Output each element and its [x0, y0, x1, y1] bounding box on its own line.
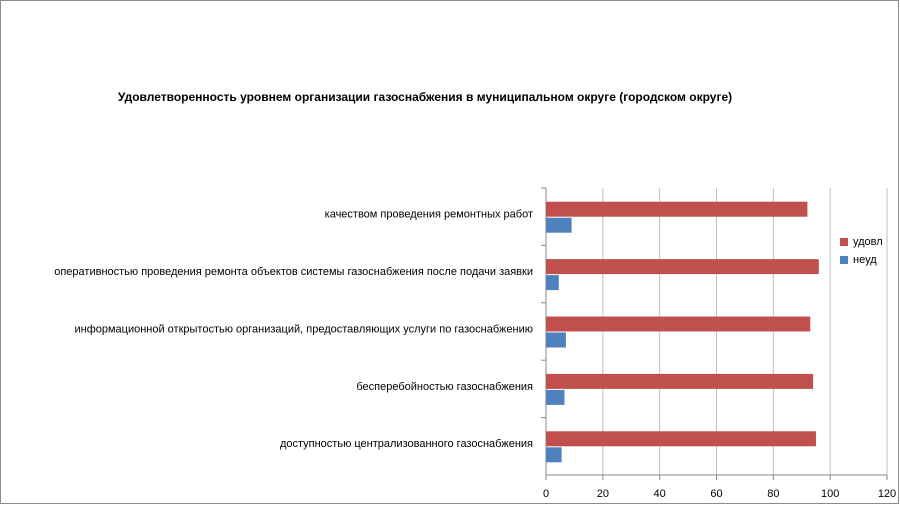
- x-tick-label: 40: [654, 488, 666, 500]
- bar: [546, 275, 559, 291]
- legend-label: удовл: [853, 236, 883, 248]
- bar: [546, 389, 565, 405]
- legend-swatch: [840, 256, 848, 264]
- y-tick-label: оперативностью проведения ремонта объект…: [54, 266, 533, 278]
- bar: [546, 332, 566, 348]
- bar: [546, 201, 808, 217]
- y-tick-label: качеством проведения ремонтных работ: [325, 209, 533, 221]
- y-tick-label: бесперебойностью газоснабжения: [356, 381, 533, 393]
- bar: [546, 316, 811, 332]
- y-tick-label: доступностью централизованного газоснабж…: [280, 438, 533, 450]
- bar: [546, 431, 816, 447]
- bar: [546, 373, 814, 389]
- bar: [546, 447, 562, 463]
- chart-title: Удовлетворенность уровнем организации га…: [118, 90, 732, 104]
- x-tick-label: 120: [878, 488, 896, 500]
- bar: [546, 217, 572, 233]
- bar: [546, 259, 819, 275]
- x-tick-label: 100: [821, 488, 839, 500]
- legend-label: неуд: [853, 254, 877, 266]
- legend-swatch: [840, 238, 848, 246]
- y-tick-label: информационной открытостью организаций, …: [74, 323, 533, 335]
- x-tick-label: 60: [710, 488, 722, 500]
- x-tick-label: 20: [597, 488, 609, 500]
- x-tick-label: 0: [543, 488, 549, 500]
- x-tick-label: 80: [767, 488, 779, 500]
